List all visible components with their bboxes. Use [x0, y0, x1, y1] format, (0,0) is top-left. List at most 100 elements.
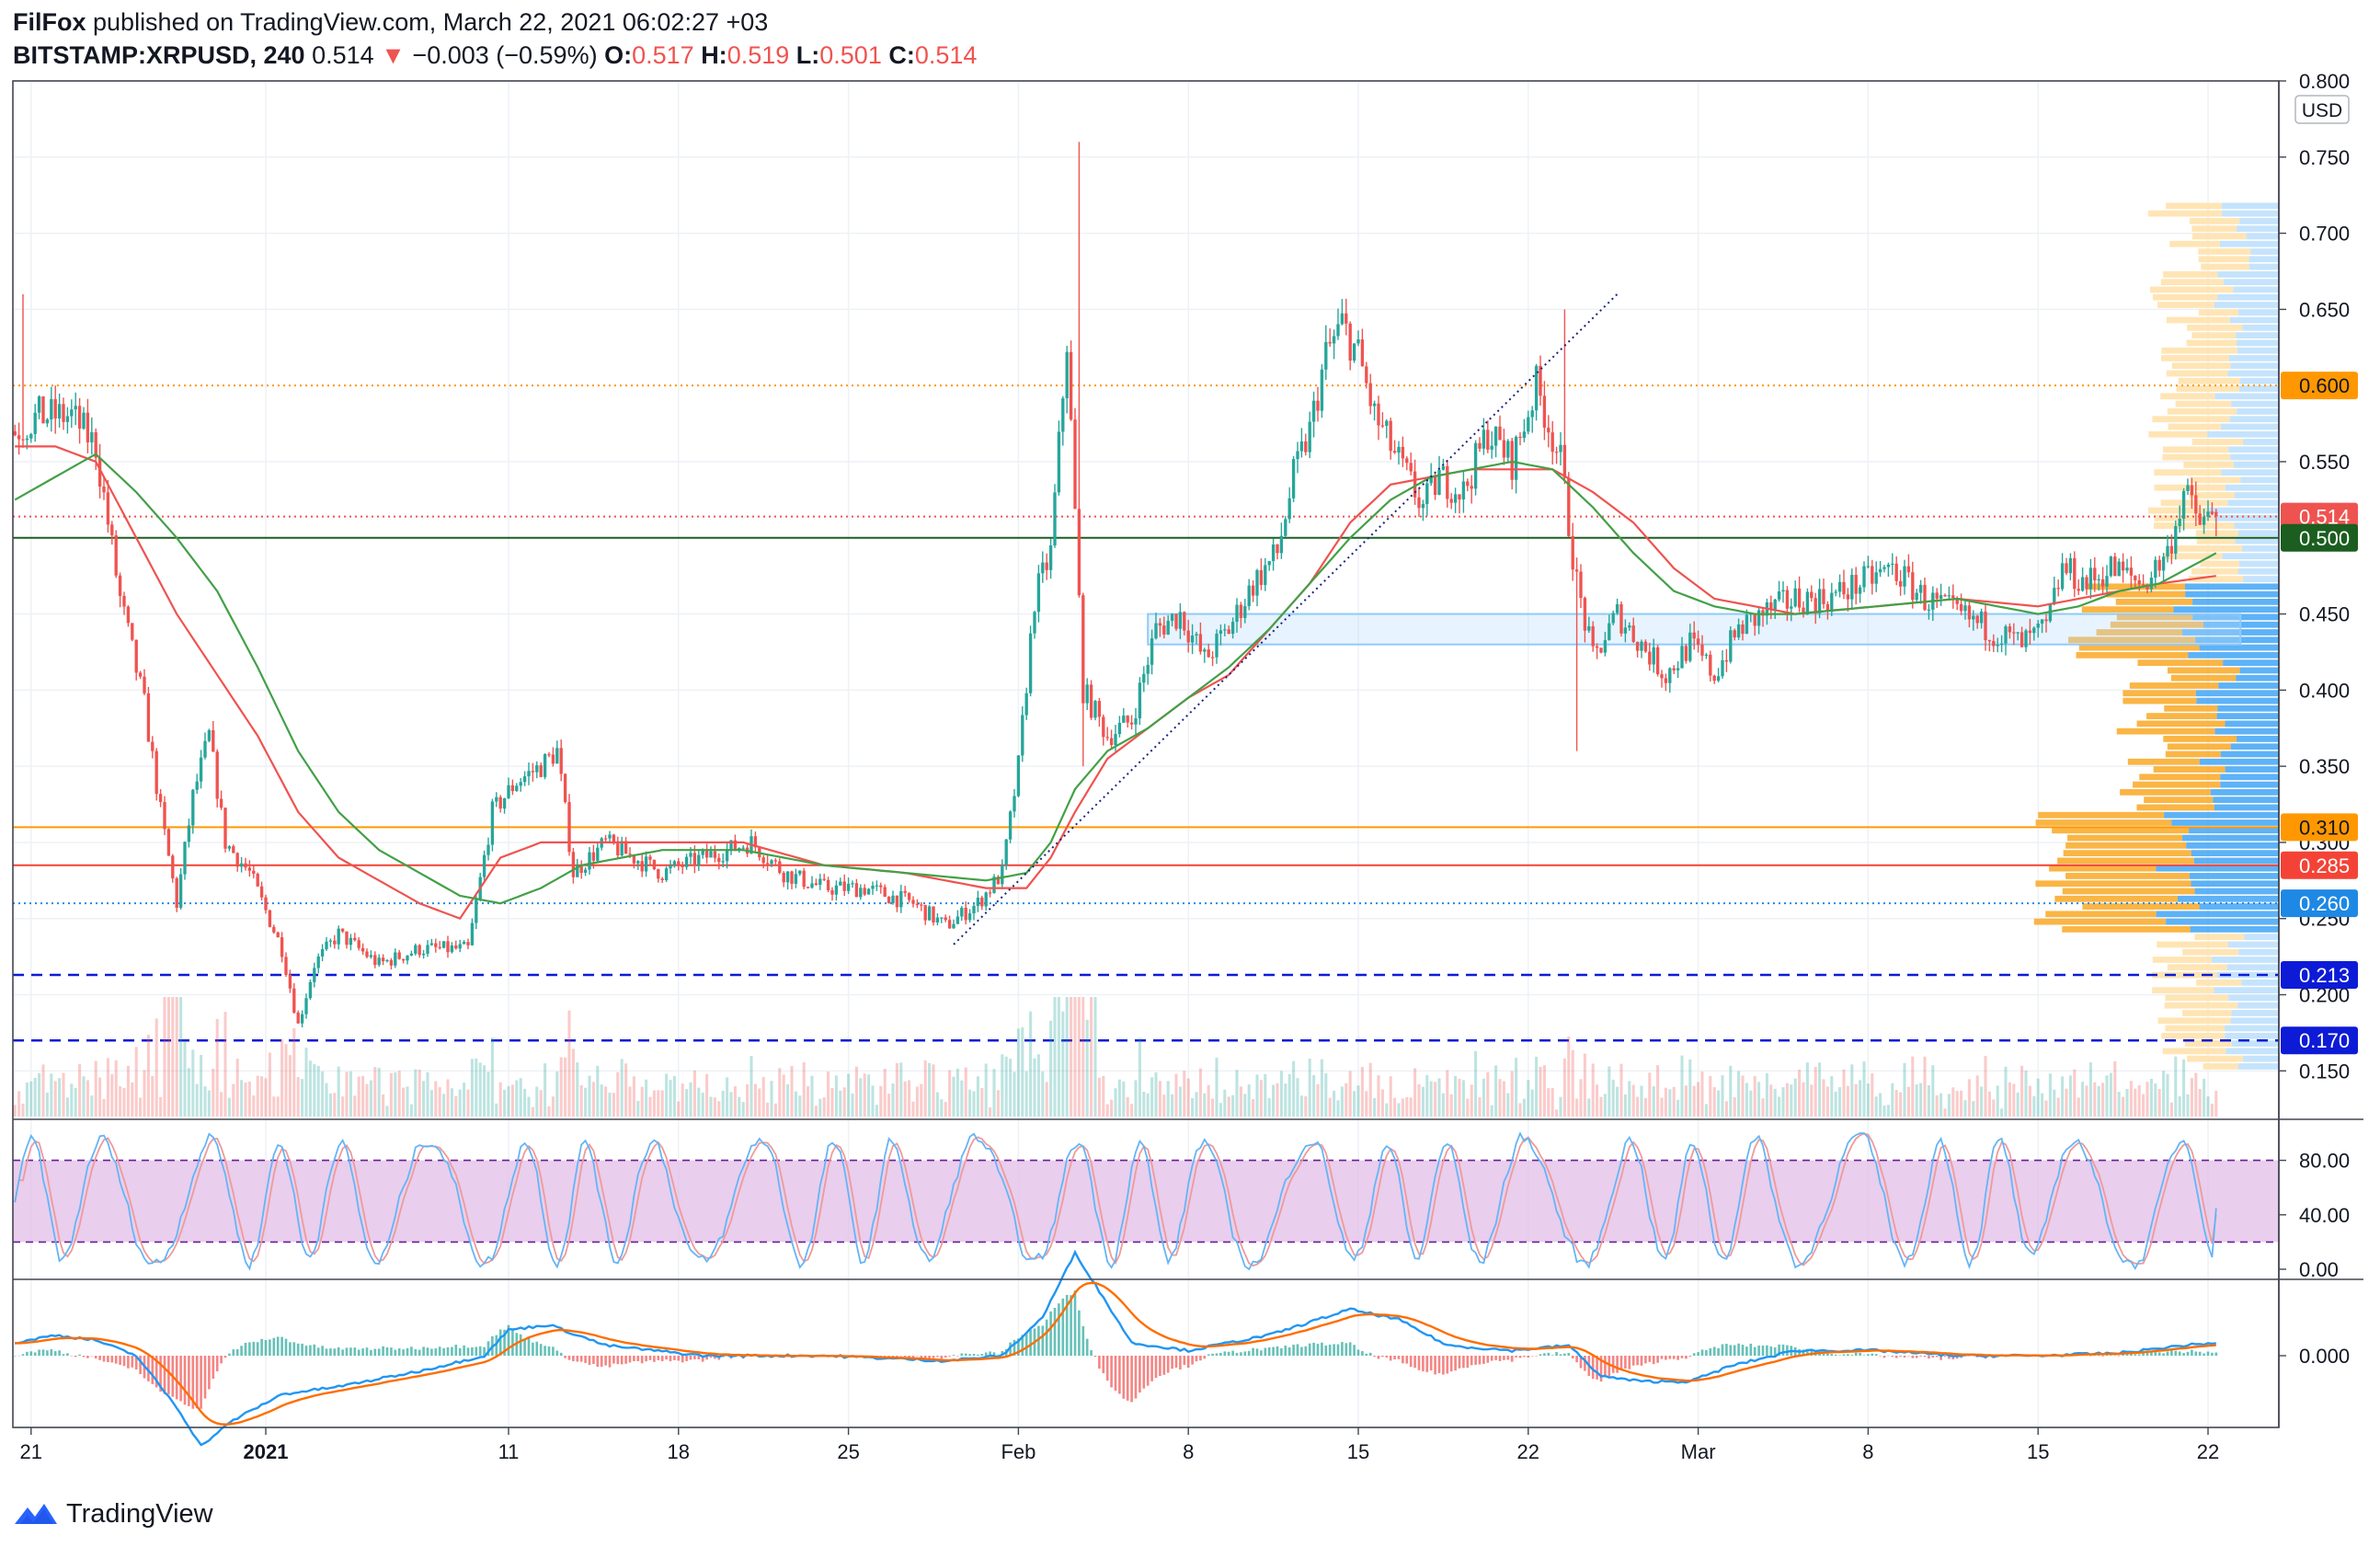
- volume-bar: [1527, 1080, 1530, 1117]
- macd-hist-bar: [1110, 1356, 1113, 1388]
- volume-bar: [1724, 1101, 1728, 1117]
- profile-bar-up: [2116, 613, 2193, 621]
- macd-hist-bar: [486, 1341, 490, 1356]
- macd-hist-bar: [13, 1356, 17, 1357]
- volume-bar: [1284, 1083, 1287, 1117]
- volume-bar: [2162, 1071, 2166, 1117]
- macd-hist-bar: [633, 1356, 635, 1361]
- publisher-name[interactable]: FilFox: [13, 8, 86, 36]
- macd-hist-bar: [341, 1349, 344, 1356]
- volume-bar: [1134, 1080, 1138, 1117]
- candle-body: [187, 825, 191, 842]
- macd-hist-bar: [151, 1356, 154, 1384]
- candle-body: [608, 834, 612, 839]
- volume-bar: [1397, 1103, 1401, 1117]
- tradingview-logo[interactable]: TradingView: [13, 1497, 213, 1530]
- profile-bar-up: [2110, 621, 2203, 628]
- macd-hist-bar: [1126, 1356, 1129, 1401]
- candle-body: [288, 974, 292, 989]
- candle-body: [2117, 561, 2121, 577]
- volume-bar: [1353, 1091, 1356, 1117]
- candle-body: [1360, 339, 1365, 367]
- candle-body: [1041, 562, 1045, 574]
- macd-hist-bar: [944, 1356, 947, 1358]
- volume-bar: [1850, 1064, 1854, 1117]
- volume-bar: [2004, 1066, 2008, 1117]
- candle-body: [2174, 526, 2178, 554]
- macd-hist-bar: [1292, 1345, 1295, 1356]
- candle-body: [349, 937, 353, 945]
- candle-body: [1284, 519, 1287, 536]
- macd-hist-bar: [1616, 1356, 1619, 1373]
- macd-hist-bar: [1599, 1356, 1603, 1382]
- profile-bar-up: [2162, 453, 2231, 461]
- volume-bar: [1656, 1065, 1660, 1117]
- volume-bar: [1292, 1060, 1296, 1117]
- volume-bar: [2157, 1088, 2161, 1117]
- open-label: O:: [604, 41, 633, 69]
- volume-bar: [179, 997, 183, 1117]
- candle-body: [1114, 734, 1117, 745]
- candle-body: [1539, 365, 1542, 396]
- profile-bar-down: [2214, 514, 2279, 521]
- candle-body: [895, 895, 899, 908]
- candle-body: [1704, 654, 1709, 656]
- candle-body: [713, 851, 717, 858]
- macd-hist-bar: [1466, 1356, 1470, 1369]
- volume-bar: [1793, 1078, 1797, 1117]
- level-badge-0.310: [2281, 813, 2358, 842]
- macd-hist-bar: [1862, 1355, 1866, 1356]
- macd-hist-bar: [1911, 1356, 1915, 1358]
- macd-hist-bar: [1324, 1345, 1328, 1356]
- volume-bar: [660, 1090, 664, 1117]
- volume-bar: [1029, 1011, 1033, 1117]
- candle-body: [2157, 559, 2161, 571]
- volume-bar: [1009, 1059, 1013, 1117]
- macd-hist-bar: [1368, 1352, 1372, 1356]
- macd-hist-bar: [1389, 1356, 1392, 1361]
- time-axis[interactable]: 21 2021 11 18 25 Feb 8 15 22 Mar 8 15 22: [20, 1427, 2220, 1463]
- volume-bar: [645, 1079, 648, 1117]
- candle-body: [17, 435, 21, 440]
- volume-bar: [749, 1056, 753, 1117]
- candle-body: [664, 868, 669, 880]
- candle-body: [1733, 630, 1736, 638]
- trendline[interactable]: [953, 293, 1619, 945]
- last-price: 0.514: [312, 41, 374, 69]
- candle-body: [677, 861, 681, 866]
- profile-bar-up: [2166, 316, 2230, 324]
- symbol-name[interactable]: BITSTAMP:XRPUSD, 240: [13, 41, 305, 69]
- macd-hist-bar: [1029, 1329, 1032, 1356]
- profile-bar-down: [2220, 781, 2279, 788]
- volume-bar: [1567, 1037, 1571, 1117]
- candle-body: [490, 801, 495, 845]
- macd-hist-bar: [1098, 1356, 1101, 1369]
- candle-body: [320, 948, 325, 957]
- volume-bar: [604, 1086, 608, 1117]
- macd-hist-bar: [1859, 1352, 1861, 1356]
- macd-hist-bar: [1037, 1325, 1040, 1356]
- macd-hist-bar: [1928, 1356, 1930, 1359]
- volume-bar: [1162, 1094, 1166, 1117]
- volume-bar: [1065, 997, 1069, 1117]
- macd-hist-bar: [1296, 1344, 1299, 1356]
- volume-bar: [397, 1071, 401, 1117]
- volume-bar: [746, 1084, 749, 1117]
- level-badge-label: 0.260: [2299, 892, 2350, 915]
- candle-body: [450, 945, 454, 953]
- volume-bar: [1518, 1103, 1522, 1117]
- volume-bar: [1717, 1090, 1721, 1117]
- volume-bar: [1737, 1071, 1741, 1117]
- candle-body: [1210, 657, 1215, 659]
- macd-hist-bar: [147, 1356, 150, 1381]
- candle-body: [2169, 545, 2174, 554]
- time-tick-label: Feb: [1001, 1440, 1036, 1463]
- price-axis[interactable]: 0.8000.7500.7000.6500.5500.4500.4000.350…: [2279, 70, 2358, 1368]
- candle-body: [1377, 403, 1380, 426]
- macd-hist-bar: [208, 1356, 211, 1390]
- macd-hist-bar: [127, 1356, 130, 1369]
- macd-hist-bar: [139, 1356, 142, 1375]
- profile-bar-down: [2240, 377, 2279, 384]
- profile-bar-up: [2201, 263, 2250, 270]
